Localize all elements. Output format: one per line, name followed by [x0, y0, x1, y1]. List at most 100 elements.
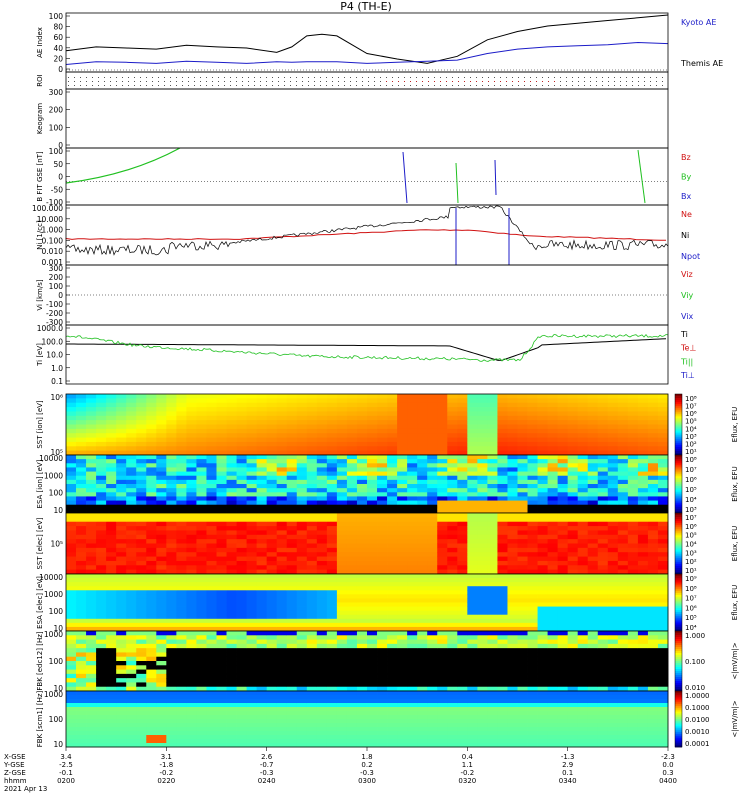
spectrogram-cell: [66, 496, 76, 501]
roi-dot: [608, 85, 609, 86]
spectrogram-cell: [307, 611, 317, 615]
spectrogram-cell: [447, 496, 457, 501]
spectrogram-cell: [106, 665, 116, 670]
spectrogram-cell: [528, 472, 538, 477]
y-axis-label: FBK [edc12] [Hz]: [36, 631, 44, 691]
spectrogram-cell: [638, 674, 648, 679]
spectrogram-cell: [317, 476, 327, 481]
spectrogram-cell: [367, 661, 377, 666]
spectrogram-cell: [467, 561, 477, 566]
spectrogram-cell: [497, 411, 507, 416]
spectrogram-cell: [628, 607, 638, 611]
spectrogram-cell: [618, 640, 628, 645]
spectrogram-cell: [237, 619, 247, 623]
spectrogram-cell: [156, 411, 166, 416]
spectrogram-cell: [116, 665, 126, 670]
spectrogram-cell: [407, 488, 417, 493]
spectrogram-cell: [126, 459, 136, 464]
spectrogram-cell: [136, 433, 146, 438]
spectrogram-cell: [497, 476, 507, 481]
spectrogram-cell: [377, 674, 387, 679]
spectrogram-cell: [648, 522, 658, 527]
spectrogram-cell: [297, 657, 307, 662]
spectrogram-cell: [337, 394, 347, 399]
spectrogram-cell: [347, 403, 357, 408]
roi-dot: [452, 81, 453, 82]
spectrogram-cell: [417, 530, 427, 535]
spectrogram-cell: [467, 594, 477, 598]
roi-dot: [86, 77, 87, 78]
spectrogram-cell: [397, 635, 407, 640]
roi-dot: [614, 77, 615, 78]
spectrogram-cell: [477, 429, 487, 434]
spectrogram-cell: [297, 631, 307, 636]
spectrogram-cell: [568, 552, 578, 557]
spectrogram-cell: [156, 598, 166, 602]
spectrogram-cell: [317, 416, 327, 421]
spectrogram-cell: [227, 544, 237, 549]
spectrogram-cell: [397, 442, 407, 447]
spectrogram-cell: [437, 674, 447, 679]
spectrogram-cell: [176, 539, 186, 544]
spectrogram-cell: [608, 522, 618, 527]
spectrogram-cell: [217, 517, 227, 522]
spectrogram-cell: [146, 480, 156, 485]
spectrogram-cell: [66, 640, 76, 645]
spectrogram-cell: [518, 582, 528, 586]
roi-dot: [80, 85, 81, 86]
spectrogram-cell: [176, 459, 186, 464]
spectrogram-cell: [437, 657, 447, 662]
panel-9: ESA [ion] [eV]1000010001001010⁸10⁷10⁶10⁵…: [36, 454, 739, 515]
spectrogram-cell: [507, 607, 517, 611]
spectrogram-cell: [558, 517, 568, 522]
roi-dot: [632, 85, 633, 86]
spectrogram-cell: [417, 420, 427, 425]
spectrogram-cell: [357, 492, 367, 497]
roi-dot: [602, 85, 603, 86]
spectrogram-cell: [618, 615, 628, 619]
spectrogram-cell: [96, 619, 106, 623]
spectrogram-cell: [407, 652, 417, 657]
spectrogram-cell: [638, 484, 648, 489]
spectrogram-cell: [568, 411, 578, 416]
spectrogram-cell: [588, 619, 598, 623]
roi-dot: [392, 85, 393, 86]
spectrogram-cell: [337, 522, 347, 527]
spectrogram-cell: [126, 619, 136, 623]
spectrogram-cell: [237, 535, 247, 540]
spectrogram-cell: [528, 492, 538, 497]
spectrogram-cell: [247, 590, 257, 594]
spectrogram-cell: [166, 433, 176, 438]
spectrogram-cell: [628, 526, 638, 531]
spectrogram-cell: [598, 665, 608, 670]
spectrogram-cell: [437, 603, 447, 607]
roi-dot: [338, 81, 339, 82]
spectrogram-cell: [136, 711, 146, 715]
spectrogram-cell: [166, 484, 176, 489]
spectrogram-cell: [257, 407, 267, 412]
spectrogram-cell: [538, 517, 548, 522]
spectrogram-cell: [206, 476, 216, 481]
spectrogram-cell: [277, 517, 287, 522]
spectrogram-cell: [66, 561, 76, 566]
roi-dot: [362, 81, 363, 82]
spectrogram-cell: [487, 517, 497, 522]
spectrogram-cell: [628, 586, 638, 590]
spectrogram-cell: [327, 574, 337, 578]
spectrogram-cell: [337, 607, 347, 611]
spectrogram-cell: [337, 682, 347, 687]
spectrogram-cell: [66, 467, 76, 472]
spectrogram-cell: [457, 467, 467, 472]
spectrogram-cell: [638, 446, 648, 451]
spectrogram-cell: [538, 590, 548, 594]
spectrogram-cell: [497, 442, 507, 447]
spectrogram-cell: [367, 488, 377, 493]
spectrogram-cell: [76, 598, 86, 602]
spectrogram-cell: [337, 442, 347, 447]
spectrogram-cell: [487, 640, 497, 645]
roi-dot: [68, 85, 69, 86]
spectrogram-cell: [377, 425, 387, 430]
y-tick-label: 80: [53, 23, 63, 32]
spectrogram-cell: [247, 586, 257, 590]
spectrogram-cell: [477, 467, 487, 472]
